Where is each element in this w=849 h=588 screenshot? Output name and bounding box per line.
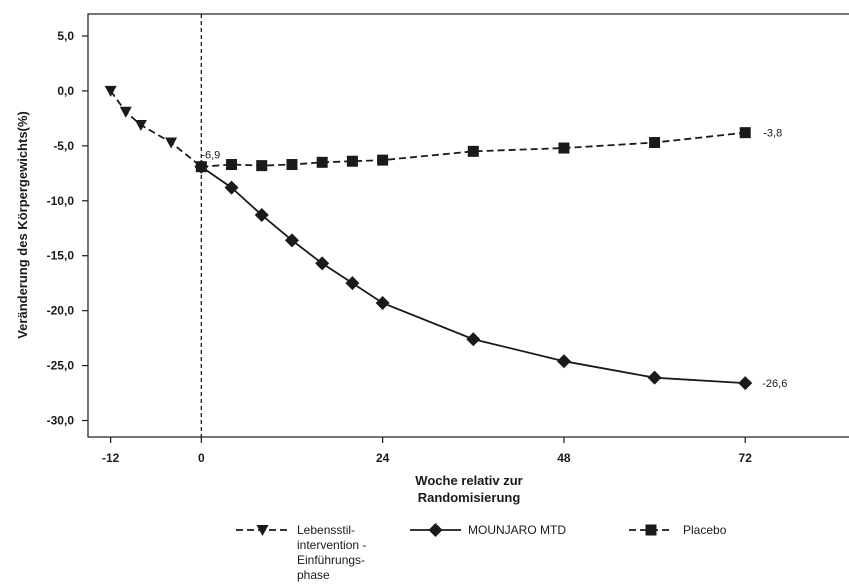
data-point bbox=[647, 370, 662, 385]
plot-frame bbox=[87, 13, 849, 438]
legend-entry-2: Placebo bbox=[629, 523, 727, 537]
data-point bbox=[165, 137, 178, 149]
y-tick-label: 0,0 bbox=[57, 84, 74, 98]
data-point bbox=[738, 376, 753, 391]
data-point bbox=[226, 159, 238, 171]
x-tick-label: 72 bbox=[739, 451, 753, 465]
legend-label: phase bbox=[297, 568, 330, 582]
value-label: -26,6 bbox=[762, 378, 787, 390]
data-point bbox=[466, 332, 481, 347]
data-point bbox=[286, 159, 298, 171]
data-point bbox=[195, 161, 207, 173]
legend-label: Einführungs- bbox=[297, 553, 365, 567]
data-point bbox=[316, 156, 328, 168]
legend-marker bbox=[256, 525, 269, 536]
data-point bbox=[284, 233, 299, 248]
value-label: -3,8 bbox=[763, 128, 782, 140]
data-point bbox=[256, 160, 268, 172]
data-point bbox=[254, 208, 269, 223]
data-point bbox=[315, 256, 330, 271]
data-point bbox=[224, 180, 239, 195]
data-point bbox=[377, 154, 389, 166]
data-point bbox=[134, 119, 147, 131]
data-point bbox=[649, 137, 661, 149]
legend-label: Placebo bbox=[683, 523, 727, 537]
x-tick-label: 48 bbox=[557, 451, 571, 465]
data-point bbox=[467, 145, 479, 157]
annotations: -6,9 -3,8 -26,6 bbox=[201, 128, 787, 391]
legend-marker bbox=[428, 523, 443, 537]
data-point bbox=[556, 354, 571, 369]
x-tick-label: 24 bbox=[376, 451, 390, 465]
data-point bbox=[346, 155, 358, 167]
legend-label: Lebensstil- bbox=[297, 523, 355, 537]
x-tick-label: 0 bbox=[198, 451, 205, 465]
y-tick-label: 5,0 bbox=[57, 29, 74, 43]
y-tick-label: -30,0 bbox=[47, 414, 75, 428]
x-axis-title-line-2: Randomisierung bbox=[418, 490, 521, 505]
series-line bbox=[201, 131, 746, 168]
legend-marker bbox=[645, 524, 657, 536]
data-point bbox=[104, 85, 117, 97]
series-layer bbox=[104, 85, 753, 391]
y-tick-label: -15,0 bbox=[47, 249, 75, 263]
y-axis-title: Veränderung des Körpergewichts(%) bbox=[15, 111, 30, 339]
x-tick-label: -12 bbox=[102, 451, 120, 465]
y-tick-label: -5,0 bbox=[53, 139, 74, 153]
series-1 bbox=[194, 159, 753, 391]
legend-label: MOUNJARO MTD bbox=[468, 523, 566, 537]
series-line bbox=[109, 90, 202, 168]
data-point bbox=[375, 295, 390, 310]
value-label: -6,9 bbox=[201, 150, 220, 162]
series-2 bbox=[195, 127, 751, 173]
data-point bbox=[739, 127, 751, 139]
y-tick-label: -20,0 bbox=[47, 304, 75, 318]
legend-label: intervention - bbox=[297, 538, 366, 552]
y-tick-label: -25,0 bbox=[47, 359, 75, 373]
y-tick-label: -10,0 bbox=[47, 194, 75, 208]
axis-ticks: 5,0 0,0 -5,0 -10,0 -15,0 -20,0 -25,0 -30,0 -12 0 2… bbox=[47, 29, 753, 465]
legend: Lebensstil-intervention -Einführungs-pha… bbox=[236, 523, 727, 582]
data-point bbox=[119, 106, 132, 118]
legend-entry-0: Lebensstil-intervention -Einführungs-pha… bbox=[236, 523, 366, 582]
data-point bbox=[558, 142, 570, 154]
data-point bbox=[345, 276, 360, 291]
series-line bbox=[200, 165, 746, 385]
legend-entry-1: MOUNJARO MTD bbox=[410, 523, 566, 537]
series-0 bbox=[104, 85, 208, 173]
x-axis-title-line-1: Woche relativ zur bbox=[415, 473, 522, 488]
